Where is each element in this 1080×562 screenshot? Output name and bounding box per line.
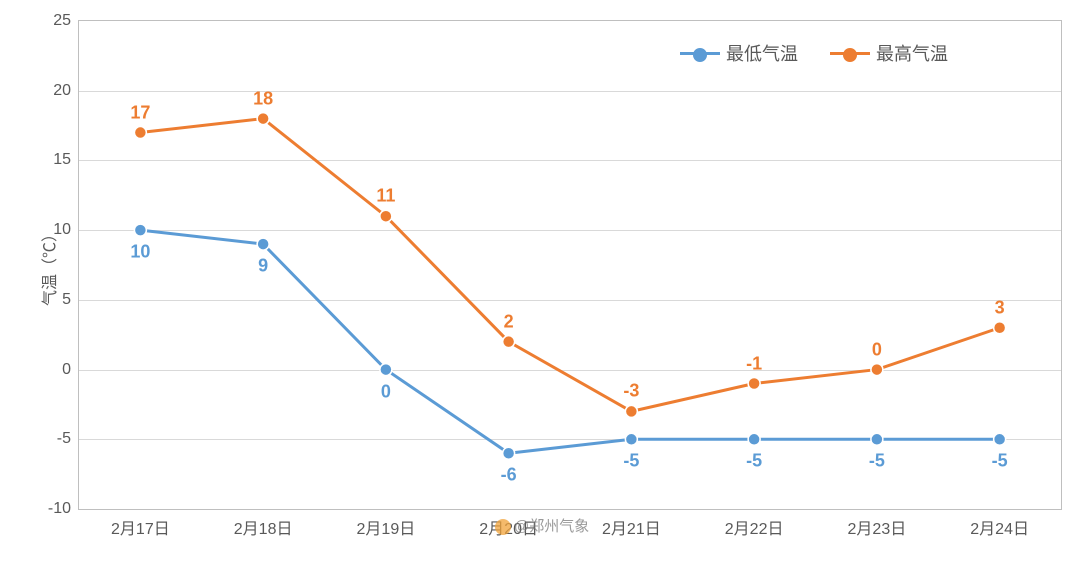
- marker-low: [503, 447, 515, 459]
- marker-high: [625, 405, 637, 417]
- x-tick-label: 2月23日: [848, 509, 907, 539]
- legend: 最低气温 最高气温: [680, 40, 948, 66]
- y-tick-label: 5: [62, 291, 79, 309]
- x-tick-label: 2月22日: [725, 509, 784, 539]
- y-tick-label: 15: [53, 151, 79, 169]
- weibo-icon: [495, 519, 511, 535]
- y-axis-title: 气温（℃）: [36, 226, 60, 306]
- y-tick-label: 0: [62, 361, 79, 379]
- marker-low: [257, 238, 269, 250]
- data-label-low: 9: [258, 256, 268, 277]
- legend-item-low: 最低气温: [680, 40, 798, 66]
- data-label-low: 0: [381, 381, 391, 402]
- grid-line: [79, 370, 1061, 371]
- grid-line: [79, 439, 1061, 440]
- grid-line: [79, 300, 1061, 301]
- grid-line: [79, 160, 1061, 161]
- data-label-low: -5: [992, 451, 1008, 472]
- data-label-low: -5: [623, 451, 639, 472]
- legend-label: 最低气温: [726, 40, 798, 66]
- marker-high: [503, 336, 515, 348]
- x-tick-label: 2月17日: [111, 509, 170, 539]
- plot-area: -10-505101520252月17日2月18日2月19日2月20日2月21日…: [78, 20, 1062, 510]
- y-tick-label: -5: [57, 430, 79, 448]
- legend-swatch-icon: [680, 52, 720, 55]
- data-label-high: 18: [253, 88, 273, 109]
- x-tick-label: 2月21日: [602, 509, 661, 539]
- legend-item-high: 最高气温: [830, 40, 948, 66]
- temperature-chart: -10-505101520252月17日2月18日2月19日2月20日2月21日…: [0, 0, 1080, 562]
- series-line-low: [140, 230, 999, 453]
- data-label-high: -3: [623, 381, 639, 402]
- marker-high: [748, 378, 760, 390]
- marker-high: [134, 127, 146, 139]
- data-label-high: 2: [504, 311, 514, 332]
- grid-line: [79, 230, 1061, 231]
- data-label-high: 11: [376, 186, 395, 207]
- x-tick-label: 2月19日: [357, 509, 416, 539]
- data-label-high: 3: [995, 297, 1005, 318]
- data-label-high: 17: [130, 102, 150, 123]
- watermark-text: @郑州气象: [514, 518, 589, 535]
- grid-line: [79, 91, 1061, 92]
- marker-high: [994, 322, 1006, 334]
- data-label-high: 0: [872, 339, 882, 360]
- y-tick-label: 20: [53, 82, 79, 100]
- series-line-high: [140, 119, 999, 412]
- series-layer: [79, 21, 1061, 509]
- legend-swatch-icon: [830, 52, 870, 55]
- y-tick-label: -10: [48, 500, 79, 518]
- data-label-low: -6: [501, 465, 517, 486]
- data-label-low: 10: [130, 242, 150, 263]
- watermark: @郑州气象: [495, 515, 589, 536]
- data-label-low: -5: [869, 451, 885, 472]
- legend-label: 最高气温: [876, 40, 948, 66]
- x-tick-label: 2月24日: [970, 509, 1029, 539]
- x-tick-label: 2月18日: [234, 509, 293, 539]
- data-label-high: -1: [746, 353, 762, 374]
- marker-high: [380, 210, 392, 222]
- marker-high: [257, 113, 269, 125]
- data-label-low: -5: [746, 451, 762, 472]
- y-tick-label: 25: [53, 12, 79, 30]
